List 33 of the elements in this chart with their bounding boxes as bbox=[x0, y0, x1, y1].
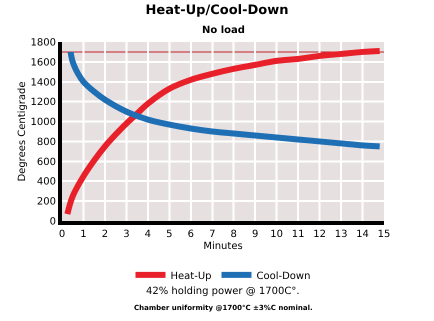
y-tick-label: 1000 bbox=[30, 117, 56, 128]
x-tick-label: 7 bbox=[209, 229, 216, 240]
y-tick-label: 400 bbox=[36, 176, 56, 188]
x-tick-label: 1 bbox=[80, 229, 87, 240]
x-tick-label: 0 bbox=[58, 229, 66, 240]
y-tick-label: 1400 bbox=[30, 77, 56, 88]
x-tick-label: 2 bbox=[102, 229, 108, 240]
x-tick-label: 3 bbox=[123, 229, 130, 240]
legend-label: Heat-Up bbox=[170, 270, 212, 282]
text: 42% holding power @ 1700C°. bbox=[146, 286, 300, 297]
y-tick-label: 1200 bbox=[30, 97, 56, 108]
y-tick-label: 200 bbox=[36, 196, 56, 208]
x-tick-label: 5 bbox=[166, 229, 173, 240]
x-axis-title: Minutes bbox=[203, 241, 243, 252]
x-tick-label: 6 bbox=[188, 229, 194, 240]
chart-subtitle: No load bbox=[202, 25, 245, 36]
x-tick-label: 10 bbox=[270, 229, 284, 240]
y-tick-label: 800 bbox=[36, 136, 56, 148]
chart-title: Heat-Up/Cool-Down bbox=[146, 2, 288, 18]
x-tick-label: 8 bbox=[230, 229, 237, 240]
y-tick-label: 1800 bbox=[30, 38, 56, 48]
legend-label: Cool-Down bbox=[256, 270, 310, 282]
x-tick-label: 14 bbox=[356, 229, 369, 240]
y-tick-label: 600 bbox=[36, 156, 56, 168]
x-tick-label: 15 bbox=[378, 229, 390, 240]
y-axis-title: Degrees Centigrade bbox=[17, 81, 28, 182]
x-tick-label: 9 bbox=[252, 229, 258, 240]
x-tick-label: 4 bbox=[144, 229, 152, 240]
y-tick-label: 1600 bbox=[30, 57, 56, 68]
x-tick-label: 12 bbox=[313, 229, 326, 240]
y-tick-label: 0 bbox=[50, 216, 56, 228]
x-tick-label: 13 bbox=[334, 229, 348, 240]
x-tick-label: 11 bbox=[292, 229, 304, 240]
